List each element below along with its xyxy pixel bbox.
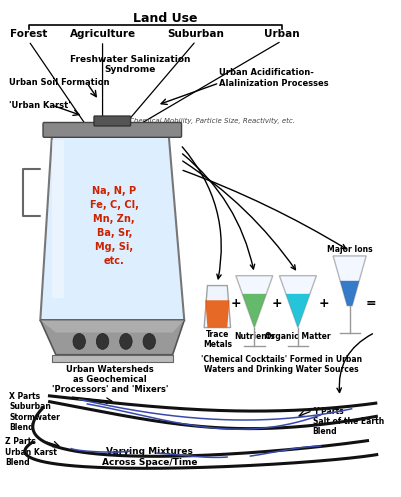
Text: Y Parts
Salt of the Earth
Blend: Y Parts Salt of the Earth Blend bbox=[313, 407, 384, 436]
Text: Urban Watersheds
as Geochemical
'Processors' and 'Mixers': Urban Watersheds as Geochemical 'Process… bbox=[52, 365, 168, 394]
Circle shape bbox=[143, 333, 156, 349]
Circle shape bbox=[96, 333, 109, 349]
Text: Urban Acidification-
Alalinization Processes: Urban Acidification- Alalinization Proce… bbox=[219, 68, 329, 87]
Text: 'Chemical Cocktails' Formed in Urban
Waters and Drinking Water Sources: 'Chemical Cocktails' Formed in Urban Wat… bbox=[201, 355, 362, 374]
Polygon shape bbox=[204, 286, 231, 328]
Text: Suburban: Suburban bbox=[168, 28, 225, 38]
Text: +: + bbox=[271, 297, 282, 310]
Polygon shape bbox=[279, 276, 316, 328]
Polygon shape bbox=[236, 276, 273, 328]
Text: Major Ions: Major Ions bbox=[327, 246, 373, 254]
Text: Chemical Mobility, Particle Size, Reactivity, etc.: Chemical Mobility, Particle Size, Reacti… bbox=[128, 118, 294, 124]
Text: Freshwater Salinization
Syndrome: Freshwater Salinization Syndrome bbox=[69, 55, 190, 75]
Text: Land Use: Land Use bbox=[133, 12, 197, 25]
Text: Na, N, P
Fe, C, Cl,
Mn, Zn,
Ba, Sr,
Mg, Si,
etc.: Na, N, P Fe, C, Cl, Mn, Zn, Ba, Sr, Mg, … bbox=[90, 186, 139, 266]
Text: Forest: Forest bbox=[10, 28, 47, 38]
Text: X Parts
Suburban
Stormwater
Blend: X Parts Suburban Stormwater Blend bbox=[9, 392, 60, 432]
FancyBboxPatch shape bbox=[94, 116, 131, 126]
Text: Urban: Urban bbox=[264, 28, 300, 38]
Polygon shape bbox=[333, 256, 366, 306]
Polygon shape bbox=[41, 135, 184, 320]
Polygon shape bbox=[242, 294, 266, 328]
Text: Trace
Metals: Trace Metals bbox=[203, 330, 232, 349]
Polygon shape bbox=[340, 281, 359, 306]
Text: Varying Mixtures
Across Space/Time: Varying Mixtures Across Space/Time bbox=[101, 447, 197, 467]
FancyArrowPatch shape bbox=[183, 170, 346, 248]
FancyBboxPatch shape bbox=[43, 122, 182, 137]
Circle shape bbox=[119, 333, 132, 349]
Text: 'Urban Karst': 'Urban Karst' bbox=[9, 101, 71, 110]
Circle shape bbox=[73, 333, 85, 349]
Text: Urban Soil Formation: Urban Soil Formation bbox=[9, 79, 109, 87]
Polygon shape bbox=[52, 140, 64, 298]
Text: Nutrients: Nutrients bbox=[234, 331, 275, 340]
Text: Organic Matter: Organic Matter bbox=[265, 331, 331, 340]
Polygon shape bbox=[41, 320, 184, 332]
Polygon shape bbox=[286, 294, 310, 328]
Text: Agriculture: Agriculture bbox=[69, 28, 136, 38]
FancyArrowPatch shape bbox=[183, 161, 296, 270]
FancyArrowPatch shape bbox=[182, 147, 221, 279]
Polygon shape bbox=[205, 300, 229, 328]
Text: +: + bbox=[318, 297, 329, 310]
Polygon shape bbox=[41, 320, 184, 355]
FancyArrowPatch shape bbox=[337, 334, 373, 393]
Text: +: + bbox=[230, 297, 241, 310]
Polygon shape bbox=[52, 355, 172, 362]
Text: =: = bbox=[366, 297, 377, 310]
FancyArrowPatch shape bbox=[182, 154, 255, 269]
Text: Z Parts
Urban Karst
Blend: Z Parts Urban Karst Blend bbox=[5, 437, 57, 467]
